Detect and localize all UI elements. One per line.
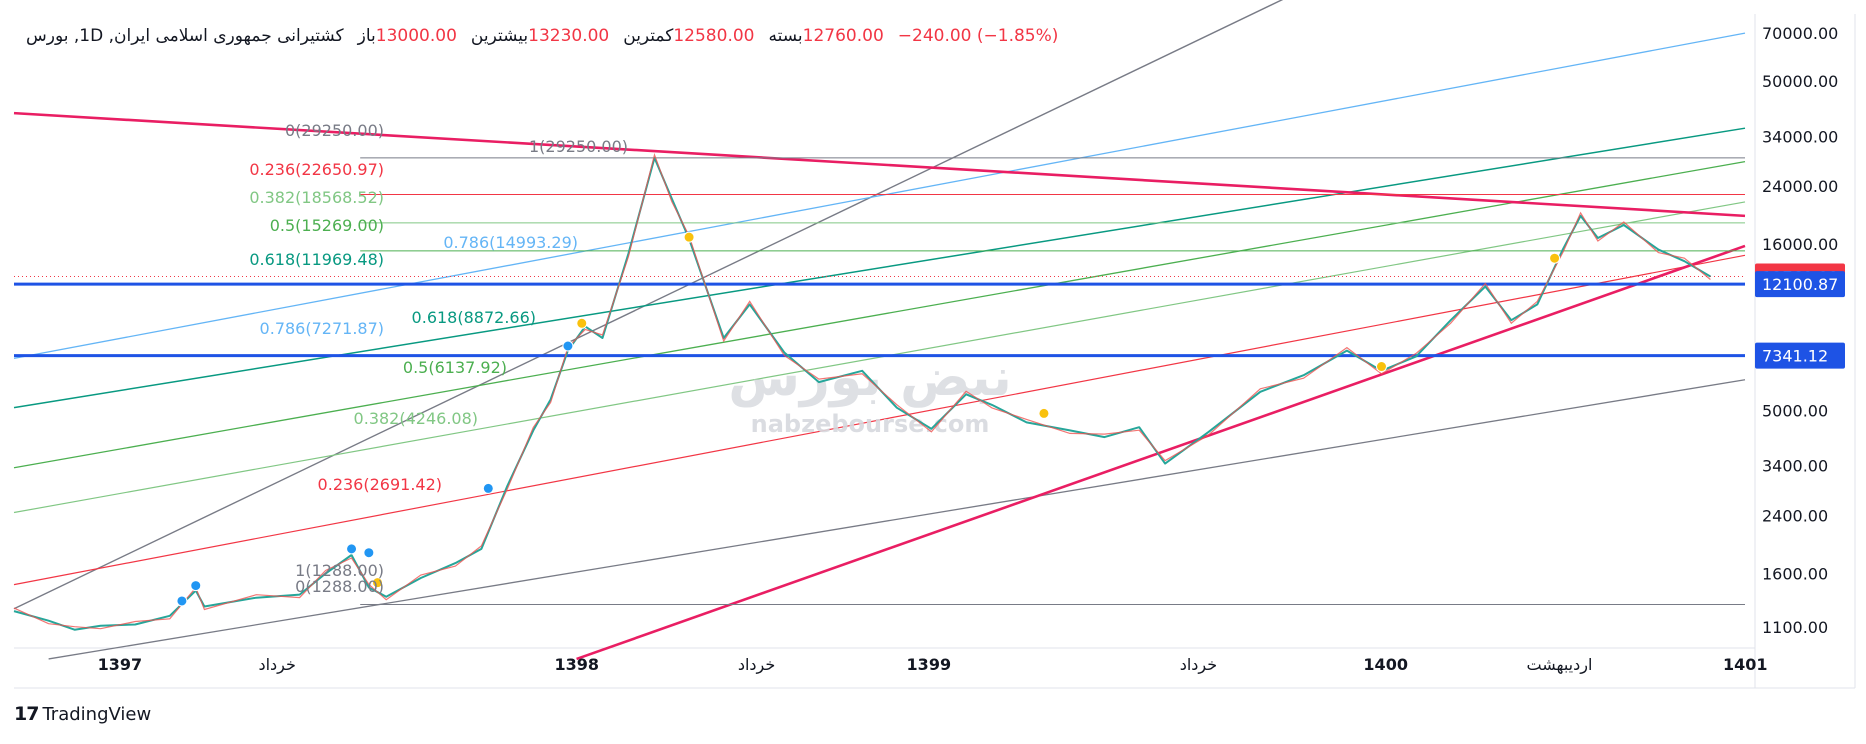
symbol-title[interactable]: کشتیرانی جمهوری اسلامی ایران, 1D, بورس bbox=[26, 26, 344, 46]
price-tag-label-2: 7341.12 bbox=[1762, 347, 1828, 366]
support-trendline bbox=[576, 244, 1746, 661]
x-tick-label-4: 1399 bbox=[907, 655, 952, 674]
high-value: 13230.00 bbox=[528, 26, 610, 46]
tradingview-logo-icon: 17 bbox=[14, 703, 39, 725]
close-label: بسته bbox=[768, 26, 803, 46]
fib-label-10: 0.382(4246.08) bbox=[354, 409, 478, 428]
fib-label-5: 0.786(14993.29) bbox=[443, 233, 578, 252]
y-tick-label-4: 16000.00 bbox=[1762, 235, 1838, 254]
low-label: کمترین bbox=[623, 26, 674, 46]
x-tick-label-5: خرداد bbox=[1180, 655, 1217, 675]
fib-label-2: 0.236(22650.97) bbox=[249, 160, 384, 179]
signal-marker-yellow-8[interactable] bbox=[683, 231, 695, 243]
fib-fan-0236-line bbox=[13, 254, 1746, 586]
price-series-shadow bbox=[13, 152, 1711, 630]
fib-label-7: 0.618(8872.66) bbox=[412, 308, 536, 327]
x-tick-label-2: 1398 bbox=[555, 655, 600, 674]
signal-marker-blue-6[interactable] bbox=[562, 340, 574, 352]
y-tick-label-10: 2400.00 bbox=[1762, 506, 1828, 525]
watermark-url: nabzebourse.com bbox=[751, 410, 990, 438]
high-label: بیشترین bbox=[470, 26, 529, 46]
fib-label-0: 0(29250.00) bbox=[285, 121, 384, 140]
price-tag-bg-2 bbox=[1755, 342, 1845, 369]
y-tick-label-2: 34000.00 bbox=[1762, 127, 1838, 146]
x-tick-label-6: 1400 bbox=[1363, 655, 1408, 674]
low-value: 12580.00 bbox=[673, 26, 755, 46]
resistance-trendline bbox=[13, 111, 1746, 218]
fib-label-6: 0.618(11969.48) bbox=[249, 250, 384, 269]
x-tick-label-3: خرداد bbox=[738, 655, 775, 675]
signal-marker-blue-3[interactable] bbox=[363, 547, 375, 559]
brand-name: TradingView bbox=[42, 703, 152, 725]
signal-marker-yellow-9[interactable] bbox=[1038, 407, 1050, 419]
y-tick-label-8: 5000.00 bbox=[1762, 402, 1828, 421]
fib-label-8: 0.786(7271.87) bbox=[260, 319, 384, 338]
y-tick-label-12: 1100.00 bbox=[1762, 618, 1828, 637]
signal-marker-blue-0[interactable] bbox=[176, 595, 188, 607]
x-tick-label-1: خرداد bbox=[258, 655, 295, 675]
fib-fan-0786-line bbox=[13, 32, 1746, 359]
price-tag-bg-1 bbox=[1755, 271, 1845, 298]
signal-marker-blue-5[interactable] bbox=[482, 482, 494, 494]
fib-label-4: 0.5(15269.00) bbox=[270, 216, 384, 235]
price-tag-label-1: 12100.87 bbox=[1762, 275, 1838, 294]
fib-label-3: 0.382(18568.52) bbox=[249, 188, 384, 207]
fib-label-1: 1(29250.00) bbox=[529, 137, 628, 156]
signal-marker-yellow-10[interactable] bbox=[1375, 361, 1387, 373]
y-tick-label-11: 1600.00 bbox=[1762, 564, 1828, 583]
fib-label-13: 0(1288.00) bbox=[295, 577, 384, 596]
fib-fan-05-line bbox=[13, 160, 1746, 469]
x-tick-label-8: 1401 bbox=[1723, 655, 1768, 674]
x-tick-label-0: 1397 bbox=[98, 655, 143, 674]
signal-marker-blue-2[interactable] bbox=[346, 543, 358, 555]
y-tick-label-1: 50000.00 bbox=[1762, 72, 1838, 91]
ohlc-legend: کشتیرانی جمهوری اسلامی ایران, 1D, بورس ب… bbox=[26, 26, 1058, 46]
change-value: −240.00 (−1.85%) bbox=[897, 26, 1059, 46]
signal-marker-yellow-7[interactable] bbox=[576, 317, 588, 329]
fib-fan-0382-line bbox=[13, 201, 1746, 514]
signal-marker-blue-1[interactable] bbox=[190, 580, 202, 592]
y-tick-label-9: 3400.00 bbox=[1762, 457, 1828, 476]
tradingview-brand[interactable]: 17 TradingView bbox=[14, 703, 151, 725]
channel-lower-line bbox=[48, 379, 1746, 660]
y-tick-label-0: 70000.00 bbox=[1762, 24, 1838, 43]
fib-label-11: 0.236(2691.42) bbox=[318, 475, 442, 494]
fib-fan-0618-line bbox=[13, 127, 1746, 409]
open-label: باز bbox=[357, 26, 376, 46]
signal-marker-yellow-4[interactable] bbox=[372, 577, 384, 589]
fib-label-9: 0.5(6137.92) bbox=[403, 358, 507, 377]
y-tick-label-3: 24000.00 bbox=[1762, 177, 1838, 196]
open-value: 13000.00 bbox=[375, 26, 457, 46]
plot-background bbox=[14, 14, 1755, 688]
close-value: 12760.00 bbox=[802, 26, 884, 46]
fib-label-12: 1(1288.00) bbox=[295, 561, 384, 580]
channel-upper-line bbox=[13, 0, 1284, 610]
x-tick-label-7: اردیبهشت bbox=[1526, 655, 1592, 675]
signal-marker-yellow-11[interactable] bbox=[1549, 252, 1561, 264]
